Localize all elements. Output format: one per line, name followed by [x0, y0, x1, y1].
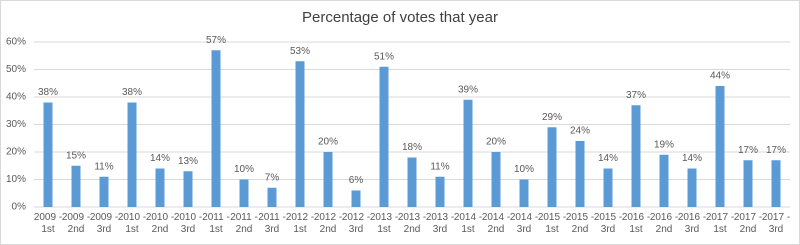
x-tick-label: 2014 - 2nd [481, 212, 511, 235]
y-tick-label: 60% [6, 37, 26, 48]
value-label: 53% [290, 46, 310, 57]
x-tick-label: 2015 - 3rd [593, 212, 623, 235]
x-tick-label: 2017 - 1st [705, 212, 735, 235]
bar [127, 102, 137, 207]
value-label: 38% [122, 87, 142, 98]
x-tick-label: 2010 - 2nd [145, 212, 175, 235]
value-label: 7% [265, 172, 280, 183]
bar [295, 61, 305, 207]
x-tick-label: 2010 - 1st [117, 212, 147, 235]
chart-title: Percentage of votes that year [302, 9, 498, 26]
x-tick-label: 2009 - 3rd [89, 212, 119, 235]
x-tick-label: 2011 - 2nd [230, 212, 258, 235]
bar [631, 105, 641, 207]
x-tick-label: 2017 - 2nd [733, 212, 763, 235]
bar [43, 102, 53, 207]
bar [267, 187, 277, 207]
bar [435, 176, 445, 207]
bar [603, 168, 613, 207]
bar [183, 171, 193, 207]
bar [463, 99, 473, 207]
bar [155, 168, 165, 207]
x-tick-label: 2011 - 3rd [258, 212, 286, 235]
x-tick-label: 2009 - 2nd [61, 212, 91, 235]
x-tick-label: 2013 - 2nd [397, 212, 427, 235]
value-label: 38% [38, 87, 58, 98]
value-label: 10% [514, 164, 534, 175]
x-tick-label: 2011 - 1st [202, 212, 230, 235]
value-label: 17% [738, 145, 758, 156]
bar [71, 165, 81, 207]
y-tick-label: 40% [6, 92, 26, 103]
x-tick-label: 2014 - 3rd [509, 212, 539, 235]
value-label: 57% [206, 35, 226, 46]
value-label: 37% [626, 90, 646, 101]
value-label: 6% [349, 175, 364, 186]
value-label: 29% [542, 112, 562, 123]
value-label: 14% [682, 153, 702, 164]
bar [659, 154, 669, 207]
y-tick-label: 20% [6, 147, 26, 158]
bar [239, 179, 249, 207]
value-label: 13% [178, 156, 198, 167]
value-label: 19% [654, 139, 674, 150]
value-label: 15% [66, 150, 86, 161]
x-tick-label: 2015 - 2nd [565, 212, 595, 235]
x-tick-label: 2012 - 2nd [313, 212, 343, 235]
x-tick-label: 2009 - 1st [33, 212, 63, 235]
bar [323, 152, 333, 207]
x-tick-label: 2013 - 1st [369, 212, 399, 235]
x-tick-label: 2014 - 1st [453, 212, 483, 235]
x-tick-label: 2010 - 3rd [173, 212, 203, 235]
bar [99, 176, 109, 207]
value-label: 20% [318, 137, 338, 148]
value-label: 11% [94, 161, 113, 172]
x-tick-label: 2016 - 1st [621, 212, 651, 235]
bar [743, 160, 753, 207]
bar [715, 86, 725, 207]
bar [547, 127, 557, 207]
x-tick-label: 2017 - 3rd [761, 212, 791, 235]
x-tick-label: 2012 - 3rd [341, 212, 371, 235]
value-label: 20% [486, 137, 506, 148]
value-label: 17% [766, 145, 786, 156]
bar [211, 50, 221, 207]
value-label: 39% [458, 84, 478, 95]
value-label: 51% [374, 51, 394, 62]
y-tick-label: 30% [6, 119, 26, 130]
x-tick-label: 2016 - 3rd [677, 212, 707, 235]
bar [351, 190, 361, 207]
value-label: 24% [570, 126, 590, 137]
bar [687, 168, 697, 207]
y-tick-label: 10% [6, 174, 26, 185]
value-label: 14% [598, 153, 618, 164]
bar [407, 157, 417, 207]
value-label: 11% [430, 161, 449, 172]
bar [771, 160, 781, 207]
x-tick-label: 2016 - 2nd [649, 212, 679, 235]
bar [519, 179, 529, 207]
value-label: 14% [150, 153, 170, 164]
y-tick-label: 50% [6, 64, 26, 75]
value-label: 10% [234, 164, 254, 175]
x-tick-label: 2013 - 3rd [425, 212, 455, 235]
bar [491, 152, 501, 207]
value-label: 18% [402, 142, 422, 153]
x-tick-label: 2012 - 1st [285, 212, 315, 235]
x-tick-label: 2015 - 1st [537, 212, 567, 235]
bar [379, 66, 389, 207]
bar [575, 141, 585, 207]
value-label: 44% [710, 71, 730, 82]
y-tick-label: 0% [12, 202, 27, 213]
